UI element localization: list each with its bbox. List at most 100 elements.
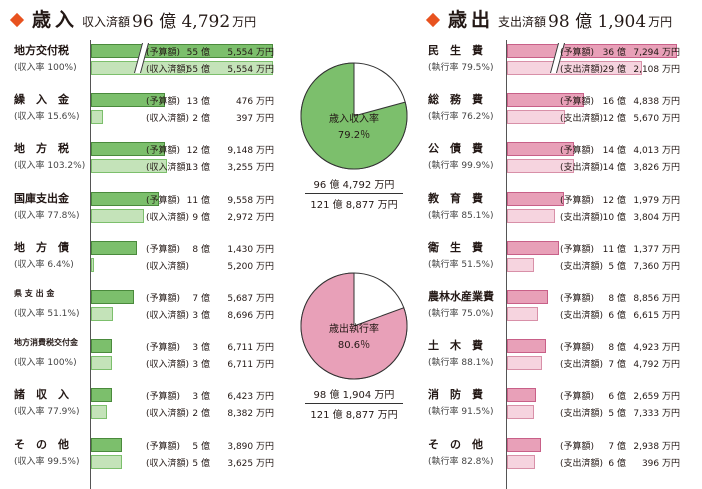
item-rate: (執行率 75.0%) xyxy=(428,306,493,319)
value-oku: 3 億 xyxy=(180,340,210,353)
value-oku: 55 億 xyxy=(180,45,210,58)
value-label: (予算額) xyxy=(560,94,594,107)
value-man: 4,792 万円 xyxy=(616,357,680,370)
value-label: (予算額) xyxy=(560,291,594,304)
item-name: 繰 入 金 xyxy=(14,91,69,107)
item-rate: (収入率 100%) xyxy=(14,60,77,73)
item-name: 総 務 費 xyxy=(428,91,483,107)
totals-numerator: 98 億 1,904 万円 xyxy=(299,386,409,401)
value-man: 2,659 万円 xyxy=(616,389,680,402)
item-rate: (執行率 88.1%) xyxy=(428,355,493,368)
item-rate: (執行率 91.5%) xyxy=(428,404,493,417)
pie-percent: 80.6％ xyxy=(338,340,370,351)
value-label: (予算額) xyxy=(560,340,594,353)
expenditure-summary-value: 98 億 1,904 xyxy=(548,7,646,32)
value-man: 7,333 万円 xyxy=(616,406,680,419)
pie-label: 歳出執行率 xyxy=(329,322,379,335)
value-man: 3,890 万円 xyxy=(210,439,274,452)
value-oku: 5 億 xyxy=(180,456,210,469)
value-label: (収入済額) xyxy=(146,259,189,272)
actual-bar xyxy=(507,356,542,370)
value-label: (予算額) xyxy=(146,340,180,353)
value-man: 8,382 万円 xyxy=(210,406,274,419)
budget-bar xyxy=(91,438,122,452)
item-rate: (執行率 76.2%) xyxy=(428,109,493,122)
value-label: (予算額) xyxy=(146,94,180,107)
value-oku: 3 億 xyxy=(180,357,210,370)
value-label: (予算額) xyxy=(146,193,180,206)
item-rate: (収入率 99.5%) xyxy=(14,454,79,467)
revenue-header: 歳入 収入済額 96 億 4,792 万円 xyxy=(8,6,256,32)
item-name: 諸 収 入 xyxy=(14,386,69,402)
item-rate: (収入率 77.9%) xyxy=(14,404,79,417)
value-man: 4,923 万円 xyxy=(616,340,680,353)
actual-bar xyxy=(507,405,534,419)
item-name: そ の 他 xyxy=(428,436,483,452)
item-name: 地 方 税 xyxy=(14,140,69,156)
value-man: 3,255 万円 xyxy=(210,160,274,173)
totals-numerator: 96 億 4,792 万円 xyxy=(299,176,409,191)
item-name: 民 生 費 xyxy=(428,42,483,58)
item-name: 県 支 出 金 xyxy=(14,288,54,299)
value-man: 8,856 万円 xyxy=(616,291,680,304)
item-rate: (執行率 82.8%) xyxy=(428,454,493,467)
item-name: 衛 生 費 xyxy=(428,239,483,255)
value-oku: 7 億 xyxy=(180,291,210,304)
expenditure-summary-label: 支出済額 xyxy=(498,13,546,30)
item-rate: (収入率 77.8%) xyxy=(14,208,79,221)
value-man: 9,558 万円 xyxy=(210,193,274,206)
item-name: 地 方 債 xyxy=(14,239,69,255)
value-label: (予算額) xyxy=(146,242,180,255)
value-oku: 3 億 xyxy=(180,308,210,321)
totals-divider xyxy=(305,403,403,404)
actual-bar xyxy=(91,405,107,419)
value-man: 2,108 万円 xyxy=(616,62,680,75)
value-man: 1,430 万円 xyxy=(210,242,274,255)
actual-bar xyxy=(91,307,113,321)
item-rate: (執行率 79.5%) xyxy=(428,60,493,73)
budget-bar xyxy=(91,241,137,255)
totals-denominator: 121 億 8,877 万円 xyxy=(299,196,409,211)
value-oku: 55 億 xyxy=(180,62,210,75)
item-rate: (収入率 100%) xyxy=(14,355,77,368)
revenue-title: 歳入 xyxy=(32,5,78,32)
expenditure-header: 歳出 支出済額 98 億 1,904 万円 xyxy=(424,6,672,32)
budget-bar xyxy=(91,339,112,353)
value-man: 3,625 万円 xyxy=(210,456,274,469)
value-label: (予算額) xyxy=(560,193,594,206)
actual-bar xyxy=(507,307,538,321)
value-oku: 2 億 xyxy=(180,111,210,124)
value-man: 6,423 万円 xyxy=(210,389,274,402)
pie-percent: 79.2％ xyxy=(338,130,370,141)
value-man: 6,615 万円 xyxy=(616,308,680,321)
actual-bar xyxy=(91,209,144,223)
value-man: 397 万円 xyxy=(210,111,274,124)
value-man: 2,972 万円 xyxy=(210,210,274,223)
expenditure-summary-unit: 万円 xyxy=(648,13,672,30)
item-name: 土 木 費 xyxy=(428,337,483,353)
actual-bar xyxy=(91,258,94,272)
value-man: 1,377 万円 xyxy=(616,242,680,255)
value-label: (予算額) xyxy=(560,45,594,58)
value-label: (予算額) xyxy=(146,45,180,58)
value-man: 7,294 万円 xyxy=(616,45,680,58)
revenue-summary-value: 96 億 4,792 xyxy=(132,7,230,32)
budget-bar xyxy=(91,290,134,304)
value-oku: 3 億 xyxy=(180,389,210,402)
pie-label: 歳入収入率 xyxy=(329,112,379,125)
rate-pie: 歳入収入率 79.2％ xyxy=(298,60,410,172)
value-man: 5,554 万円 xyxy=(210,62,274,75)
value-oku: 12 億 xyxy=(180,143,210,156)
expenditure-title: 歳出 xyxy=(448,5,494,32)
item-name: 公 債 費 xyxy=(428,140,483,156)
item-name: 地方消費税交付金 xyxy=(14,337,78,348)
item-name: 消 防 費 xyxy=(428,386,483,402)
item-name: 国庫支出金 xyxy=(14,190,69,206)
actual-bar xyxy=(507,110,565,124)
value-oku: 2 億 xyxy=(180,406,210,419)
revenue-summary-unit: 万円 xyxy=(232,13,256,30)
rate-totals: 96 億 4,792 万円 121 億 8,877 万円 xyxy=(299,176,409,211)
value-label: (予算額) xyxy=(560,242,594,255)
actual-bar xyxy=(507,209,555,223)
item-rate: (執行率 85.1%) xyxy=(428,208,493,221)
